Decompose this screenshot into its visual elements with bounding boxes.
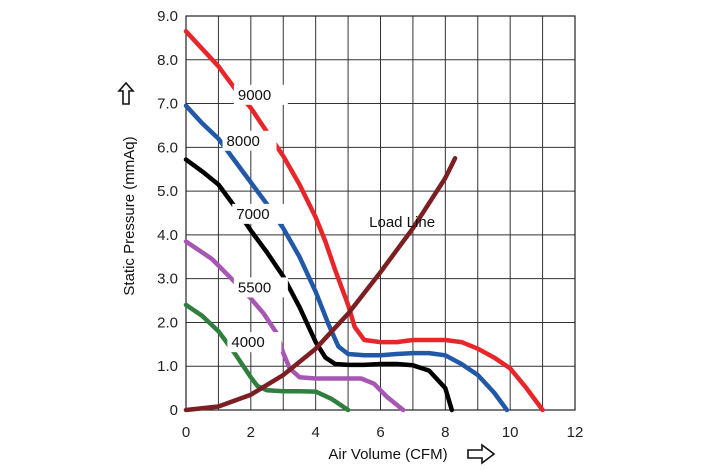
y-tick-label: 1.0 <box>157 358 178 375</box>
x-tick-label: 4 <box>311 424 319 441</box>
x-tick-label: 10 <box>502 424 519 441</box>
y-tick-label: 6.0 <box>157 139 178 156</box>
y-axis-title: Static Pressure (mmAq) <box>121 136 138 295</box>
series-label-5500: 5500 <box>238 279 271 296</box>
series-label-7000: 7000 <box>236 206 269 223</box>
y-tick-label: 9.0 <box>157 8 178 25</box>
x-tick-label: 2 <box>247 424 255 441</box>
y-tick-label: 0 <box>170 402 178 419</box>
right-arrow-icon <box>467 443 496 465</box>
series-line-8000 <box>183 103 510 413</box>
label-background <box>233 84 288 105</box>
x-tick-label: 12 <box>567 424 584 441</box>
series-line-7000 <box>183 157 455 413</box>
plot-frame <box>185 15 576 411</box>
y-tick-label: 8.0 <box>157 52 178 69</box>
y-tick-label: 7.0 <box>157 96 178 113</box>
series-line-load-line <box>183 156 458 413</box>
x-tick-label: 0 <box>182 424 190 441</box>
series-label-4000: 4000 <box>231 334 264 351</box>
y-tick-label: 5.0 <box>157 183 178 200</box>
y-tick-label: 2.0 <box>157 314 178 331</box>
series-line-9000 <box>183 29 545 413</box>
series-label-9000: 9000 <box>238 87 271 104</box>
x-tick-label: 8 <box>441 424 449 441</box>
x-axis-title: Air Volume (CFM) <box>328 446 447 463</box>
grid <box>185 15 576 411</box>
series-label-8000: 8000 <box>227 133 260 150</box>
y-tick-label: 4.0 <box>157 227 178 244</box>
x-tick-label: 6 <box>376 424 384 441</box>
series-lines <box>183 29 545 413</box>
series-line-5500 <box>183 239 406 413</box>
up-arrow-icon <box>117 81 135 105</box>
label-background <box>222 130 277 151</box>
label-background <box>233 277 288 298</box>
series-label-load-line: Load Line <box>369 214 435 231</box>
series-labels: 9000 8000 7000 5500 4000 Load Line <box>222 84 435 353</box>
label-background <box>232 203 287 224</box>
y-tick-label: 3.0 <box>157 271 178 288</box>
label-background <box>227 332 282 353</box>
tick-labels: 0 2 4 6 8 10 12 0 1.0 2.0 3.0 4.0 5.0 6.0 7.0 8.0 9.0 <box>157 8 583 441</box>
